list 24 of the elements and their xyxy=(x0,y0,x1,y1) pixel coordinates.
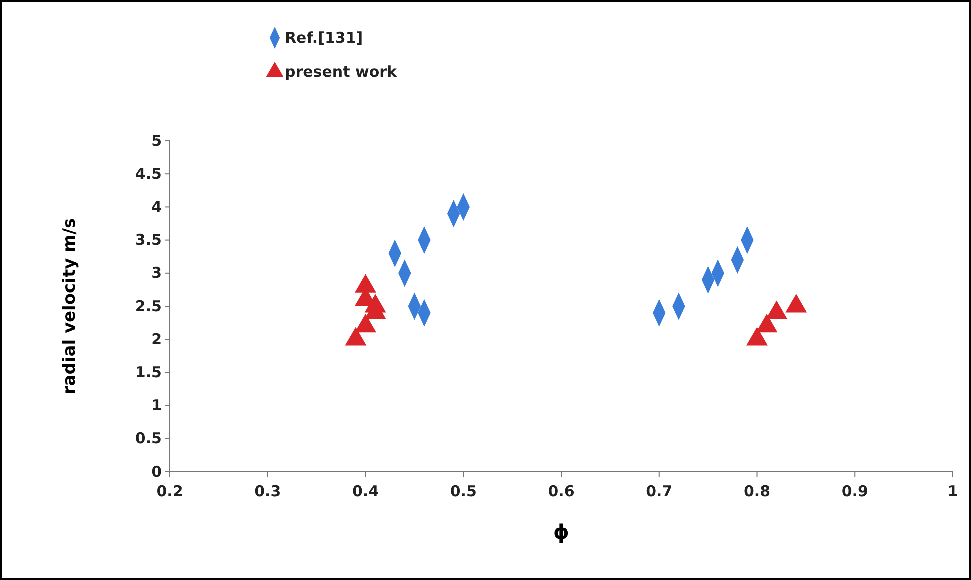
x-tick-label: 0.9 xyxy=(842,482,868,500)
x-tick-label: 0.2 xyxy=(156,482,184,500)
x-tick-label: 0.5 xyxy=(450,482,477,500)
legend-label: present work xyxy=(285,63,398,81)
x-tick-label: 1 xyxy=(948,482,958,500)
x-tick-label: 0.3 xyxy=(254,482,282,500)
x-tick-label: 0.7 xyxy=(646,482,673,500)
y-tick-label: 2 xyxy=(152,330,162,348)
x-tick-label: 0.6 xyxy=(548,482,575,500)
y-tick-label: 3 xyxy=(152,264,162,282)
y-tick-label: 0 xyxy=(152,462,162,481)
y-tick-label: 1.5 xyxy=(135,364,162,382)
y-tick-label: 4.5 xyxy=(135,164,162,183)
x-tick-label: 0.4 xyxy=(352,482,380,500)
x-tick-label: 0.8 xyxy=(744,482,771,500)
x-axis-title: ϕ xyxy=(554,520,570,544)
y-tick-label: 2.5 xyxy=(135,297,162,316)
y-tick-label: 3.5 xyxy=(135,231,162,250)
legend-label: Ref.[131] xyxy=(285,29,364,47)
y-tick-label: 4 xyxy=(152,198,162,216)
y-tick-label: 0.5 xyxy=(135,430,162,448)
y-tick-label: 5 xyxy=(152,132,162,150)
y-tick-label: 1 xyxy=(152,396,162,415)
y-axis-title: radial velocity m/s xyxy=(60,218,80,395)
